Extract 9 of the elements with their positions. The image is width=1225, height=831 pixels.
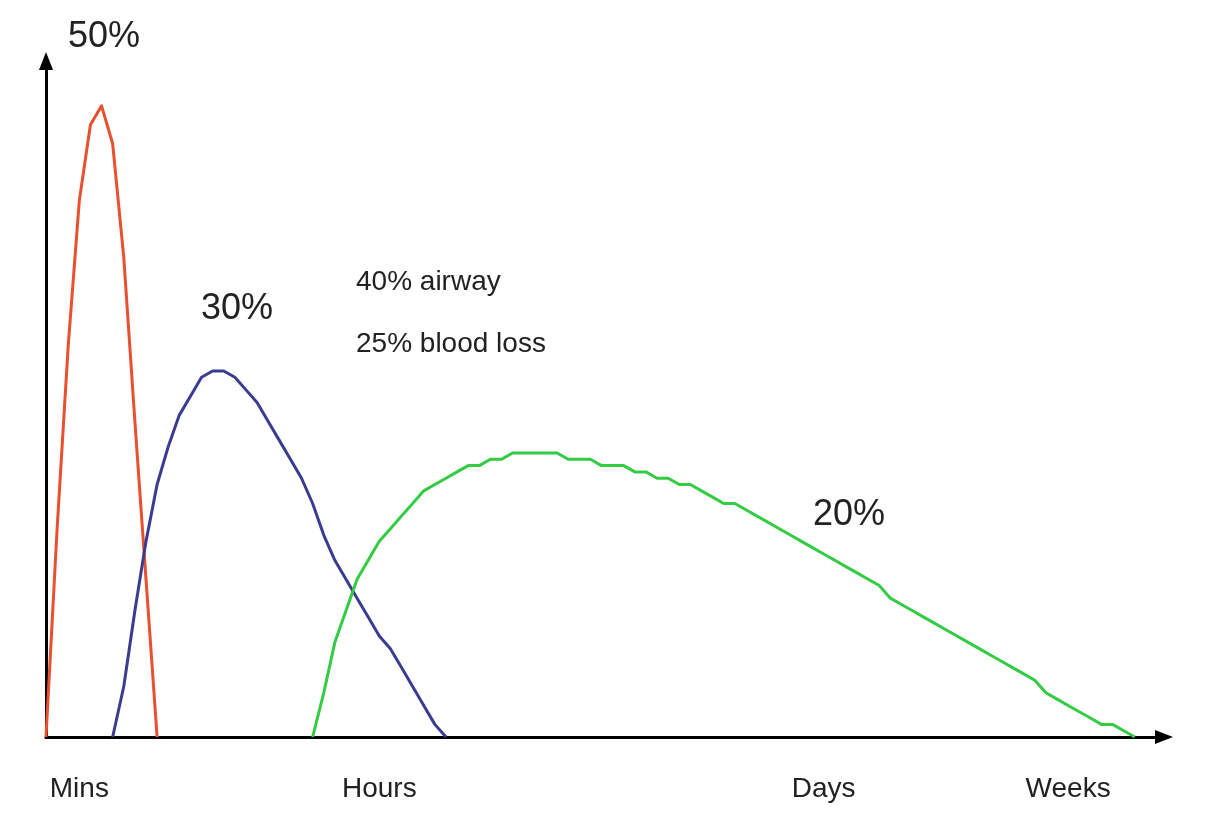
x-tick-label: Hours	[341, 771, 417, 803]
text: 50%	[68, 13, 141, 55]
annotation: 25% blood loss	[356, 326, 546, 358]
x-tick-label: Weeks	[1025, 771, 1111, 803]
x-tick-label: Mins	[49, 771, 109, 803]
annotation: 20%	[813, 491, 886, 533]
x-tick-label: Days	[791, 771, 856, 803]
annotation: 40% airway	[356, 264, 501, 296]
annotation: 30%	[201, 285, 274, 327]
